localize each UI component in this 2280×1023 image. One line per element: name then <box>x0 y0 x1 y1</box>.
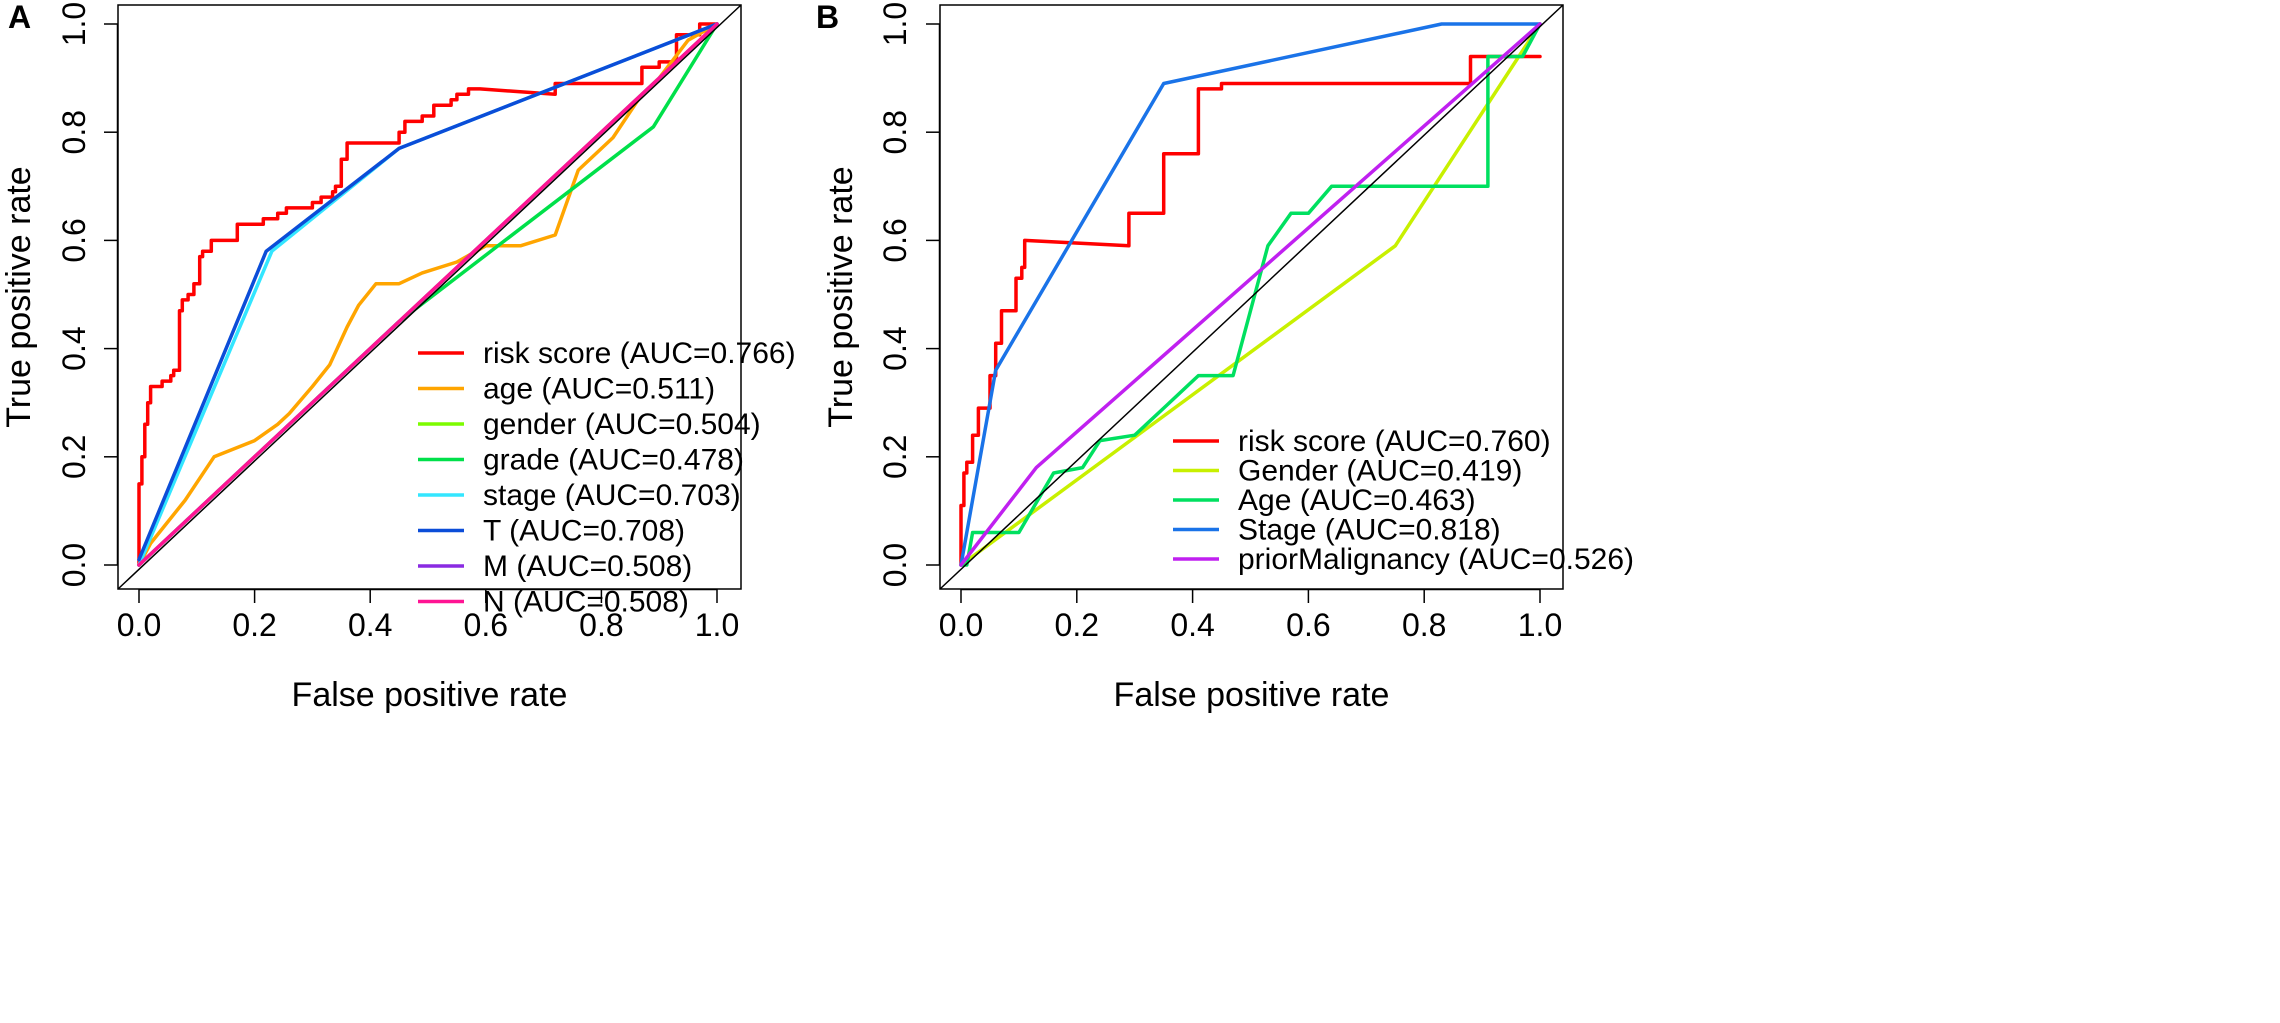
legend-label-2: age (AUC=0.511) <box>483 373 715 406</box>
legend-label-3: gender (AUC=0.504) <box>483 408 761 441</box>
y-axis-title: True positive rate <box>822 166 860 427</box>
series-line-6 <box>137 22 719 562</box>
legend-label-4: grade (AUC=0.478) <box>483 444 744 477</box>
legend-label-5: priorMalignancy (AUC=0.526) <box>1238 543 1634 576</box>
y-axis-title: True positive rate <box>0 166 38 427</box>
x-tick-label: 1.0 <box>695 607 739 643</box>
series-line-8 <box>137 22 719 567</box>
panel-letter: A <box>8 0 31 35</box>
x-axis-title: False positive rate <box>292 676 568 714</box>
panel-letter: B <box>816 0 839 35</box>
series-line-4 <box>959 22 1542 567</box>
legend-label-2: Gender (AUC=0.419) <box>1238 455 1522 488</box>
x-axis-title: False positive rate <box>1114 676 1390 714</box>
x-tick-label: 0.2 <box>232 607 276 643</box>
diagonal-reference-line <box>117 4 742 590</box>
y-tick-label: 0.4 <box>56 326 92 370</box>
y-tick-label: 0.2 <box>56 435 92 479</box>
legend-label-6: T (AUC=0.708) <box>483 515 685 548</box>
legend-label-5: stage (AUC=0.703) <box>483 479 741 512</box>
legend: risk score (AUC=0.766)age (AUC=0.511)gen… <box>418 337 796 619</box>
x-tick-label: 0.8 <box>1402 607 1446 643</box>
legend-label-1: risk score (AUC=0.760) <box>1238 425 1551 458</box>
series-line-2 <box>959 22 1542 567</box>
panel-b: B 0.0 0.2 0.4 0.6 0.8 1.0 0.0 0.2 0.4 0.6 0.8 1.0 Fal… <box>816 0 1634 714</box>
y-tick-label: 0.6 <box>877 218 913 262</box>
y-tick-label: 1.0 <box>877 2 913 46</box>
y-tick-label: 0.2 <box>877 435 913 479</box>
legend-label-4: Stage (AUC=0.818) <box>1238 514 1501 547</box>
legend-label-3: Age (AUC=0.463) <box>1238 484 1476 517</box>
y-tick-label: 0.4 <box>877 326 913 370</box>
panel-a: A 0.0 0.2 0.4 0.6 0.8 1.0 0.0 0.2 0.4 0.6 0.8 1.0 Fal… <box>0 0 796 714</box>
y-tick-label: 0.6 <box>56 218 92 262</box>
x-tick-label: 0.8 <box>579 607 623 643</box>
series-line-1 <box>959 54 1542 567</box>
legend-label-7: M (AUC=0.508) <box>483 550 692 583</box>
legend-label-8: N (AUC=0.508) <box>483 586 689 619</box>
series-line-2 <box>137 22 719 567</box>
x-tick-label: 0.4 <box>348 607 392 643</box>
x-tick-label: 1.0 <box>1518 607 1562 643</box>
y-tick-label: 1.0 <box>56 2 92 46</box>
y-tick-label: 0.0 <box>877 543 913 587</box>
legend-label-1: risk score (AUC=0.766) <box>483 337 796 370</box>
legend: risk score (AUC=0.760)Gender (AUC=0.419)… <box>1173 425 1634 576</box>
x-tick-label: 0.6 <box>464 607 508 643</box>
x-tick-label: 0.4 <box>1170 607 1214 643</box>
x-tick-label: 0.0 <box>939 607 983 643</box>
y-tick-label: 0.8 <box>877 110 913 154</box>
y-tick-label: 0.0 <box>56 543 92 587</box>
series-line-1 <box>137 22 719 567</box>
x-tick-label: 0.0 <box>117 607 161 643</box>
x-tick-label: 0.6 <box>1286 607 1330 643</box>
series-line-5 <box>959 22 1542 567</box>
diagonal-reference-line <box>939 4 1564 590</box>
x-tick-label: 0.2 <box>1055 607 1099 643</box>
y-tick-label: 0.8 <box>56 110 92 154</box>
